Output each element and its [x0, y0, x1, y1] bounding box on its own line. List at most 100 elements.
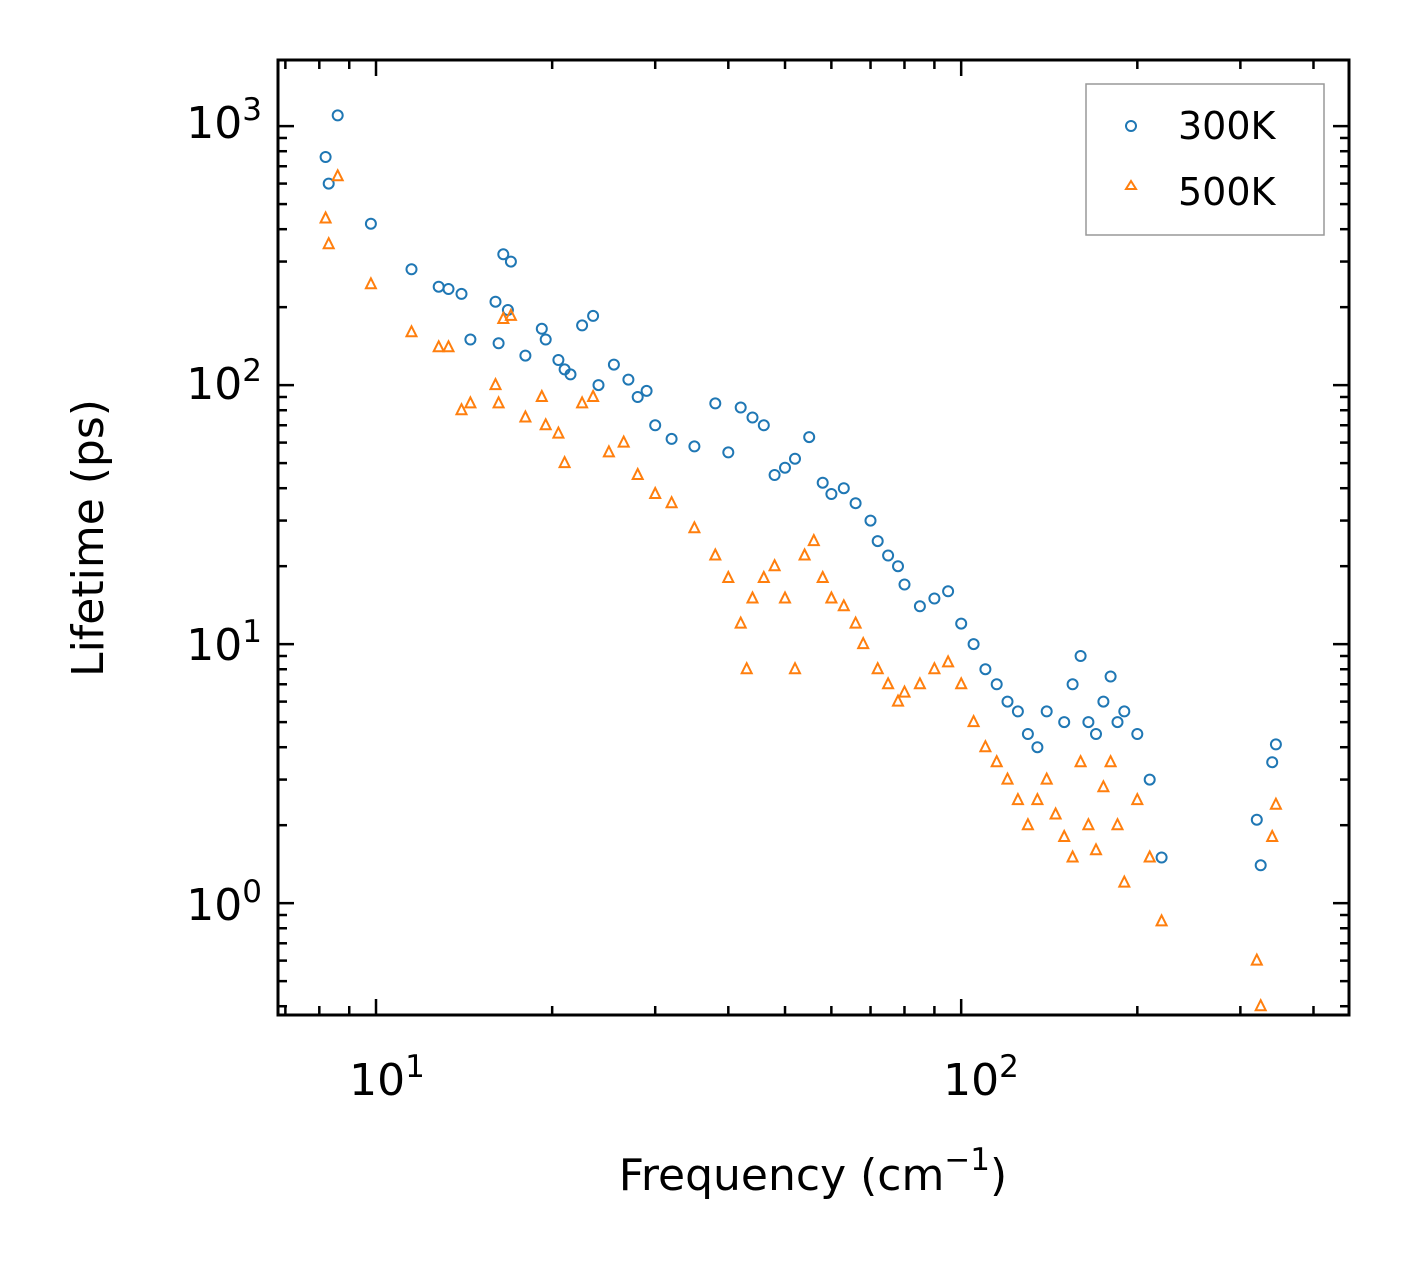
series-500k	[318, 168, 1283, 1012]
data-point-500k	[318, 210, 333, 224]
data-point-500k	[488, 376, 503, 391]
data-point-300k	[492, 337, 505, 350]
data-point-500k	[1143, 849, 1157, 863]
data-point-300k	[837, 482, 850, 495]
data-point-500k	[1254, 997, 1268, 1012]
data-point-500k	[788, 660, 802, 675]
data-point-500k	[913, 676, 927, 690]
data-point-300k	[364, 217, 377, 230]
data-point-300k	[1266, 756, 1279, 769]
data-point-300k	[789, 452, 801, 465]
data-point-500k	[941, 654, 955, 668]
legend-marker-500k	[1124, 179, 1138, 190]
data-point-300k	[746, 411, 759, 424]
data-point-500k	[721, 569, 735, 583]
data-point-300k	[622, 373, 635, 386]
data-point-300k	[1269, 738, 1282, 751]
series-300k	[319, 109, 1282, 872]
data-point-300k	[892, 560, 904, 573]
data-point-500k	[551, 425, 566, 439]
data-point-500k	[322, 235, 336, 250]
data-point-500k	[824, 590, 839, 604]
data-point-500k	[664, 494, 679, 509]
data-point-500k	[491, 395, 506, 409]
data-point-300k	[607, 358, 620, 371]
data-point-300k	[955, 617, 968, 630]
data-point-300k	[592, 379, 605, 392]
major-ticks	[278, 60, 1349, 1015]
data-point-300k	[640, 384, 653, 397]
data-point-500k	[734, 615, 748, 629]
data-point-500k	[1103, 753, 1118, 768]
data-point-300k	[913, 600, 926, 613]
data-point-300k	[331, 109, 344, 122]
data-point-300k	[464, 333, 477, 346]
data-point-300k	[1040, 705, 1053, 718]
data-point-500k	[1073, 753, 1088, 768]
data-point-300k	[1066, 678, 1079, 691]
data-point-500k	[1250, 952, 1264, 966]
data-point-300k	[519, 349, 532, 362]
data-point-500k	[1057, 828, 1071, 842]
data-point-500k	[856, 635, 870, 650]
data-point-500k	[767, 557, 782, 572]
data-point-500k	[966, 713, 981, 728]
data-point-300k	[1097, 695, 1110, 708]
data-point-500k	[708, 547, 722, 561]
data-point-300k	[1031, 741, 1044, 754]
data-point-500k	[631, 466, 645, 480]
data-point-500k	[797, 547, 812, 561]
data-point-300k	[405, 263, 418, 276]
data-point-300k	[442, 283, 455, 295]
data-point-500k	[1011, 791, 1025, 806]
data-point-300k	[990, 678, 1003, 691]
data-point-300k	[1254, 859, 1267, 872]
data-point-500k	[848, 615, 863, 629]
data-point-500k	[432, 339, 446, 353]
data-point-500k	[557, 454, 572, 469]
data-point-500k	[1000, 771, 1015, 785]
data-point-300k	[803, 431, 816, 444]
data-point-300k	[665, 432, 678, 445]
data-point-500k	[518, 409, 533, 423]
data-point-300k	[322, 177, 335, 190]
data-point-500k	[778, 590, 792, 604]
data-point-300k	[849, 497, 862, 510]
plot-frame	[276, 58, 1351, 1017]
y-tick-labels: 100 101 102 103	[186, 92, 262, 931]
data-point-500k	[745, 590, 760, 604]
x-tick-label-10: 101	[349, 1049, 425, 1106]
data-point-300k	[489, 295, 502, 308]
x-axis-label: Frequency (cm−1)	[619, 1142, 1007, 1201]
data-point-300k	[871, 535, 884, 548]
data-point-500k	[1269, 796, 1283, 810]
data-point-500k	[539, 417, 553, 431]
data-point-500k	[1265, 828, 1279, 842]
legend-marker-300k	[1125, 120, 1137, 132]
data-point-500k	[463, 395, 478, 409]
y-tick-label-1: 100	[186, 874, 262, 931]
data-point-500k	[881, 676, 895, 690]
data-point-500k	[454, 401, 469, 416]
y-tick-label-100: 102	[186, 353, 262, 410]
data-point-300k	[576, 319, 589, 332]
data-point-300k	[631, 391, 644, 403]
data-point-500k	[1030, 791, 1045, 806]
data-point-300k	[967, 638, 980, 651]
data-point-500k	[816, 569, 830, 583]
data-point-500k	[871, 660, 885, 675]
data-point-500k	[807, 532, 821, 547]
y-axis-label: Lifetime (ps)	[63, 399, 114, 677]
data-point-300k	[649, 419, 662, 432]
data-point-300k	[1011, 705, 1024, 718]
data-point-500k	[1117, 874, 1131, 888]
data-point-300k	[928, 592, 941, 605]
data-point-500k	[1096, 779, 1111, 793]
data-point-500k	[1110, 816, 1125, 831]
data-point-300k	[1021, 728, 1034, 740]
data-point-300k	[816, 476, 829, 489]
data-point-300k	[504, 255, 517, 268]
data-point-500k	[927, 660, 942, 675]
data-point-500k	[364, 276, 378, 290]
